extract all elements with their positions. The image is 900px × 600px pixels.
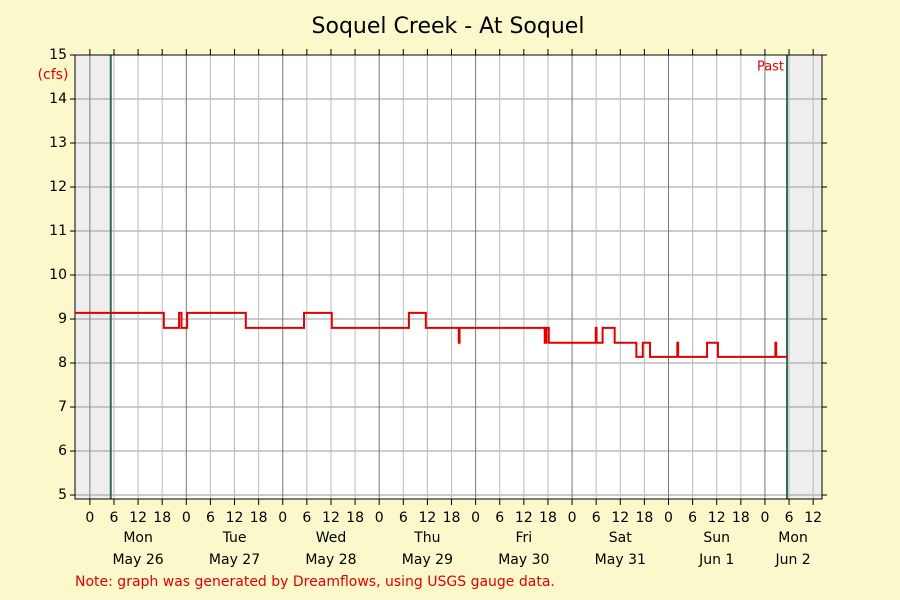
x-tick-label: 12 (515, 510, 533, 526)
y-tick-label: 8 (58, 355, 67, 371)
x-tick-label: 18 (539, 510, 557, 526)
x-tick-label: 18 (443, 510, 461, 526)
x-tick-label: 6 (302, 510, 311, 526)
date-label: May 28 (305, 552, 356, 568)
plot-border (74, 54, 823, 500)
day-label: Wed (316, 530, 347, 546)
x-tick-label: 18 (250, 510, 268, 526)
x-tick-label: 12 (804, 510, 822, 526)
y-tick-label: 15 (49, 47, 67, 63)
y-tick-label: 13 (49, 135, 67, 151)
x-tick-label: 0 (182, 510, 191, 526)
day-label: Fri (515, 530, 532, 546)
annotation: Past (757, 60, 784, 75)
date-label: May 27 (209, 552, 260, 568)
date-label: Jun 2 (774, 552, 810, 568)
chart-title: Soquel Creek - At Soquel (312, 14, 585, 39)
x-tick-label: 6 (688, 510, 697, 526)
day-label: Mon (778, 530, 808, 546)
day-label: Tue (222, 530, 247, 546)
x-tick-label: 12 (322, 510, 340, 526)
day-label: Thu (413, 530, 440, 546)
shade (787, 55, 822, 499)
x-tick-label: 6 (206, 510, 215, 526)
x-tick-label: 0 (375, 510, 384, 526)
x-tick-label: 6 (592, 510, 601, 526)
data-line (75, 311, 788, 358)
x-tick-label: 12 (611, 510, 629, 526)
note: Note: graph was generated by Dreamflows,… (75, 574, 555, 590)
plot-area (75, 55, 822, 499)
date-label: May 26 (112, 552, 163, 568)
x-tick-label: 6 (785, 510, 794, 526)
x-tick-label: 12 (418, 510, 436, 526)
x-tick-label: 0 (85, 510, 94, 526)
y-axis-label: (cfs) (38, 67, 69, 83)
x-tick-label: 6 (399, 510, 408, 526)
x-tick-label: 18 (346, 510, 364, 526)
y-tick-label: 5 (58, 487, 67, 503)
day-label: Sun (703, 530, 730, 546)
y-tick-label: 9 (58, 311, 67, 327)
y-tick-label: 6 (58, 443, 67, 459)
x-tick-label: 18 (732, 510, 750, 526)
y-tick-label: 12 (49, 179, 67, 195)
x-tick-label: 12 (708, 510, 726, 526)
x-tick-label: 0 (664, 510, 673, 526)
day-label: Mon (123, 530, 153, 546)
x-tick-label: 0 (278, 510, 287, 526)
y-tick-label: 11 (49, 223, 67, 239)
day-label: Sat (609, 530, 632, 546)
x-tick-label: 6 (495, 510, 504, 526)
date-label: May 30 (498, 552, 549, 568)
x-tick-label: 0 (760, 510, 769, 526)
x-tick-label: 0 (471, 510, 480, 526)
y-tick-label: 14 (49, 91, 67, 107)
y-tick-label: 10 (49, 267, 67, 283)
date-label: Jun 1 (698, 552, 734, 568)
x-tick-label: 0 (568, 510, 577, 526)
date-label: May 29 (402, 552, 453, 568)
x-tick-label: 12 (129, 510, 147, 526)
y-tick-label: 7 (58, 399, 67, 415)
x-tick-label: 6 (110, 510, 119, 526)
x-tick-label: 18 (153, 510, 171, 526)
x-tick-label: 18 (635, 510, 653, 526)
date-label: May 31 (595, 552, 646, 568)
x-tick-label: 12 (226, 510, 244, 526)
shade (75, 55, 111, 499)
